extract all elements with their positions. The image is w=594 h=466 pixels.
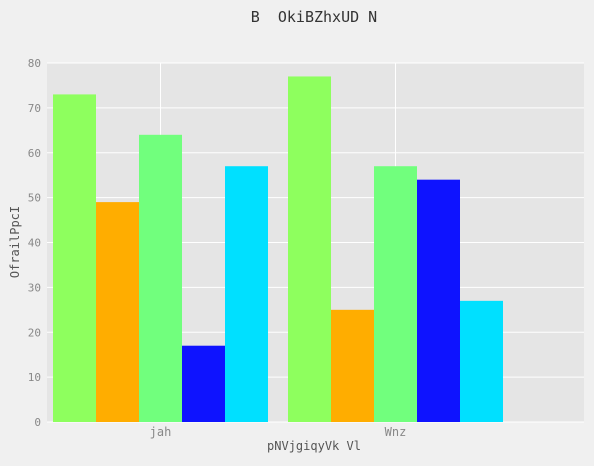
bars [53, 76, 503, 423]
axes: 0 10 20 30 40 50 60 70 80 jah Wnz [28, 57, 407, 439]
bar [374, 166, 417, 422]
y-tick-label: 50 [28, 192, 41, 205]
y-tick-label: 30 [28, 281, 41, 294]
bar [139, 134, 182, 423]
x-tick-label: Wnz [385, 425, 407, 439]
bar [53, 94, 96, 422]
y-axis-label: OfrailPpcI [8, 206, 22, 278]
y-tick-label: 60 [28, 147, 41, 160]
bar [288, 76, 331, 423]
bar [182, 345, 225, 422]
y-tick-label: 70 [28, 102, 41, 115]
bar [225, 166, 268, 422]
y-tick-label: 40 [28, 237, 41, 250]
x-tick-label: jah [150, 425, 172, 439]
bar [96, 202, 139, 422]
y-tick-label: 0 [34, 416, 41, 429]
y-tick-label: 80 [28, 57, 41, 70]
x-axis-label: pNVjgiqyVk Vl [267, 439, 361, 453]
bar [417, 179, 460, 422]
y-tick-label: 20 [28, 326, 41, 339]
bar [331, 309, 374, 422]
chart-title: B OkiBZhxUD N [251, 8, 377, 26]
bar [460, 300, 503, 422]
y-tick-label: 10 [28, 371, 41, 384]
